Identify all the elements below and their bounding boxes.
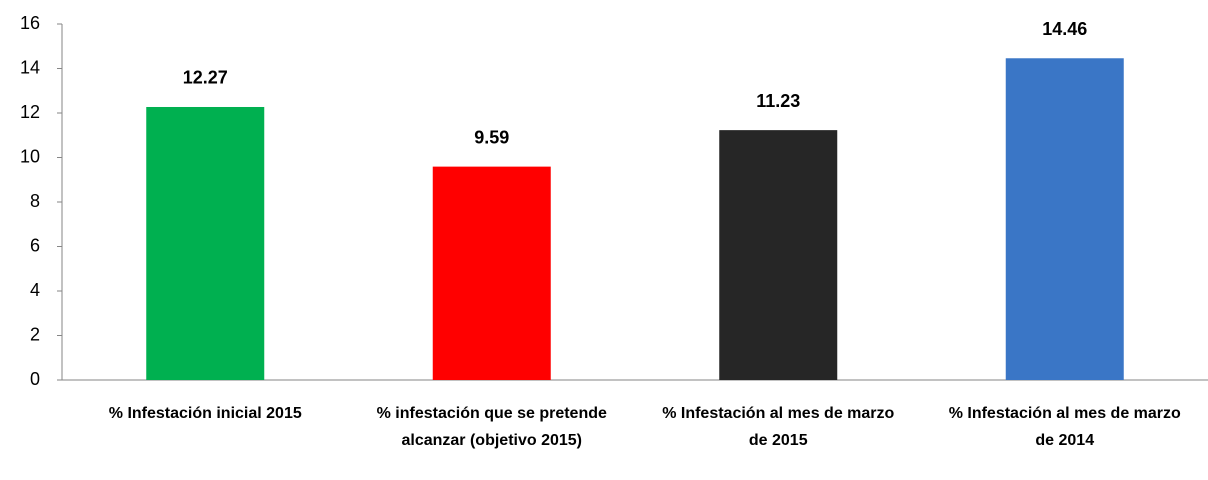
x-tick-label: % Infestación inicial 2015 — [108, 405, 302, 422]
bar — [432, 166, 551, 380]
bar — [146, 106, 265, 381]
y-tick-label: 2 — [30, 324, 40, 344]
data-label: 9.59 — [474, 127, 509, 147]
bar — [719, 130, 838, 380]
x-tick-label: % Infestación al mes de marzo de 2014 — [948, 405, 1181, 449]
bar — [1005, 58, 1124, 380]
y-tick-label: 8 — [30, 191, 40, 211]
y-tick-label: 6 — [30, 235, 40, 255]
y-tick-label: 14 — [20, 57, 40, 77]
y-tick-label: 4 — [30, 280, 40, 300]
x-tick-label: % Infestación al mes de marzo de 2015 — [662, 405, 895, 449]
data-label: 11.23 — [756, 91, 800, 111]
y-tick-label: 10 — [20, 146, 40, 166]
data-label: 14.46 — [1042, 19, 1087, 39]
data-label: 12.27 — [183, 68, 228, 88]
x-tick-label: % infestación que se pretende alcanzar (… — [376, 405, 607, 449]
y-tick-label: 12 — [20, 102, 40, 122]
y-tick-label: 0 — [30, 369, 40, 389]
y-tick-label: 16 — [20, 13, 40, 33]
